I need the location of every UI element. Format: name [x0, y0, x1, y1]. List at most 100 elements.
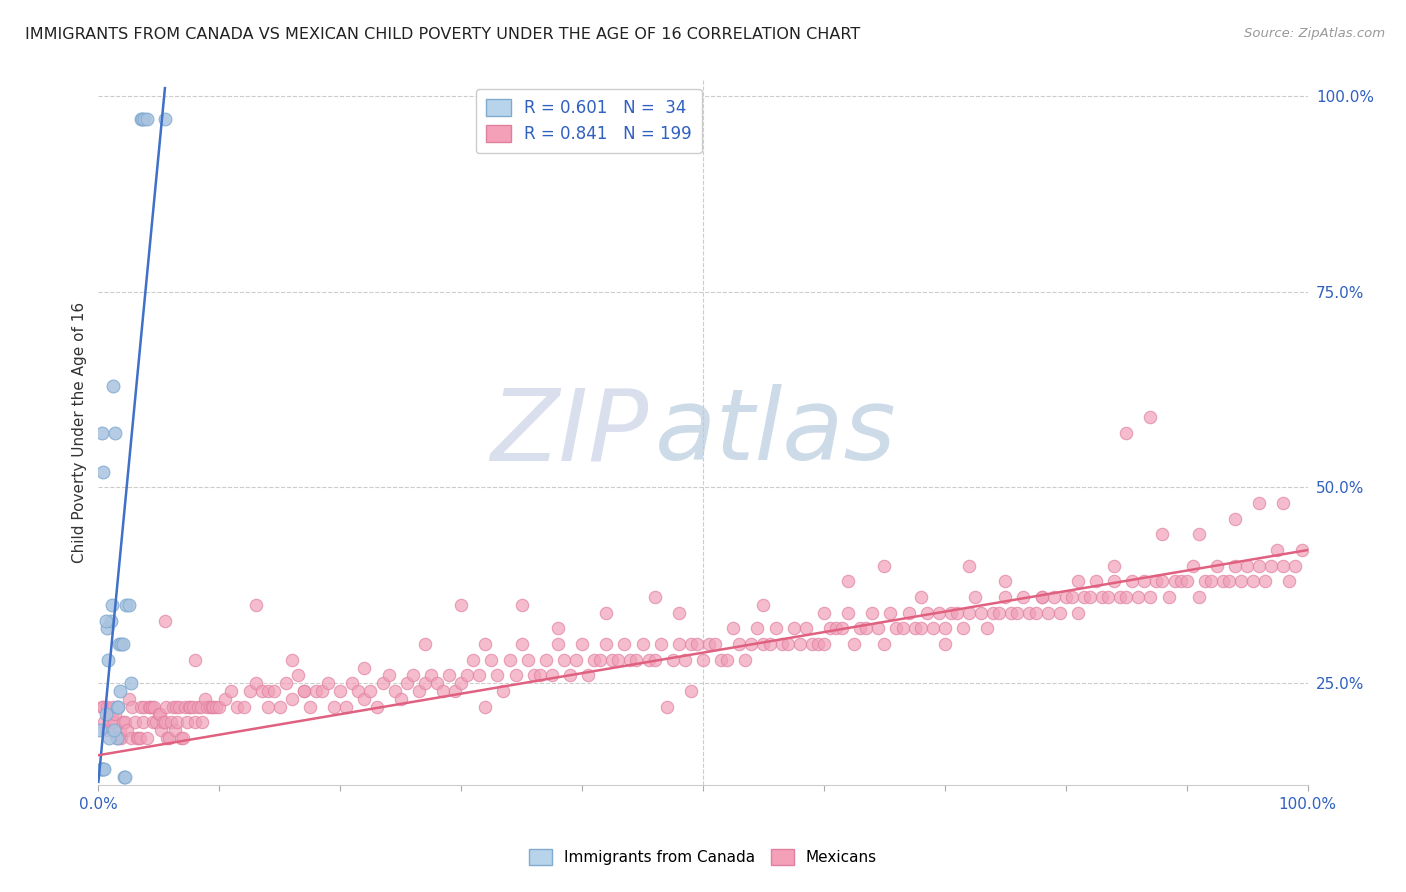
Point	[481, 653, 503, 667]
Point	[1115, 425, 1137, 440]
Point	[179, 699, 201, 714]
Point	[516, 653, 538, 667]
Point	[91, 762, 114, 776]
Point	[152, 715, 174, 730]
Point	[782, 621, 804, 635]
Point	[169, 731, 191, 745]
Point	[444, 684, 467, 698]
Point	[970, 606, 993, 620]
Point	[928, 606, 950, 620]
Point	[176, 715, 198, 730]
Point	[704, 637, 727, 651]
Point	[402, 668, 425, 682]
Point	[1272, 496, 1295, 510]
Point	[1091, 590, 1114, 604]
Point	[547, 637, 569, 651]
Point	[1067, 574, 1090, 589]
Point	[115, 598, 138, 612]
Point	[377, 668, 399, 682]
Point	[1085, 574, 1108, 589]
Point	[825, 621, 848, 635]
Point	[1121, 574, 1143, 589]
Point	[112, 770, 135, 784]
Point	[583, 653, 606, 667]
Point	[329, 684, 352, 698]
Point	[204, 699, 226, 714]
Point	[108, 731, 131, 745]
Point	[1249, 496, 1271, 510]
Point	[1049, 606, 1071, 620]
Point	[529, 668, 551, 682]
Point	[1102, 574, 1125, 589]
Point	[360, 684, 382, 698]
Point	[299, 699, 322, 714]
Point	[110, 637, 132, 651]
Point	[93, 762, 115, 776]
Point	[155, 699, 177, 714]
Point	[904, 621, 927, 635]
Point	[1260, 558, 1282, 573]
Point	[221, 684, 243, 698]
Point	[239, 684, 262, 698]
Point	[208, 699, 231, 714]
Point	[576, 668, 599, 682]
Point	[915, 606, 938, 620]
Point	[114, 715, 136, 730]
Point	[174, 699, 197, 714]
Point	[184, 715, 207, 730]
Point	[89, 723, 111, 738]
Point	[91, 699, 114, 714]
Point	[486, 668, 509, 682]
Point	[547, 621, 569, 635]
Point	[939, 606, 962, 620]
Point	[463, 653, 485, 667]
Point	[195, 699, 218, 714]
Point	[432, 684, 454, 698]
Point	[184, 653, 207, 667]
Point	[910, 621, 932, 635]
Point	[1031, 590, 1053, 604]
Point	[1163, 574, 1185, 589]
Point	[994, 574, 1017, 589]
Point	[710, 653, 733, 667]
Point	[1054, 590, 1077, 604]
Text: atlas: atlas	[655, 384, 896, 481]
Point	[1267, 543, 1289, 558]
Point	[132, 715, 155, 730]
Point	[758, 637, 780, 651]
Point	[492, 684, 515, 698]
Point	[1139, 590, 1161, 604]
Point	[97, 653, 120, 667]
Point	[160, 715, 183, 730]
Point	[679, 684, 702, 698]
Point	[108, 684, 131, 698]
Point	[1139, 409, 1161, 424]
Point	[292, 684, 315, 698]
Point	[150, 723, 173, 738]
Point	[619, 653, 641, 667]
Point	[673, 653, 696, 667]
Point	[1170, 574, 1192, 589]
Point	[1230, 574, 1253, 589]
Point	[602, 653, 624, 667]
Point	[157, 731, 180, 745]
Point	[128, 731, 150, 745]
Point	[91, 425, 114, 440]
Point	[90, 762, 112, 776]
Point	[957, 606, 980, 620]
Point	[565, 653, 588, 667]
Point	[1073, 590, 1095, 604]
Point	[1036, 606, 1059, 620]
Point	[1218, 574, 1240, 589]
Point	[1241, 574, 1264, 589]
Point	[450, 676, 472, 690]
Point	[844, 637, 866, 651]
Point	[1060, 590, 1083, 604]
Point	[274, 676, 297, 690]
Point	[534, 653, 557, 667]
Point	[837, 574, 859, 589]
Point	[505, 668, 527, 682]
Point	[1291, 543, 1313, 558]
Point	[965, 590, 987, 604]
Point	[450, 598, 472, 612]
